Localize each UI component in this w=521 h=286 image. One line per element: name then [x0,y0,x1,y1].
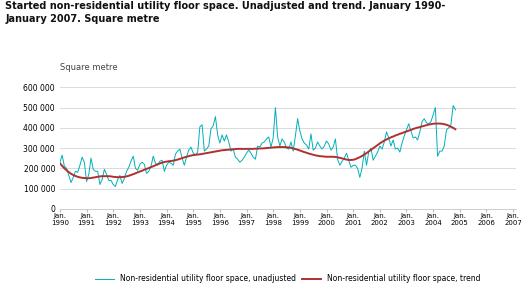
Non-residential utility floor space, unadjusted [57,160,63,164]
Non-residential utility floor space, trend [130,172,137,176]
Non-residential utility floor space, trend [172,158,179,162]
Legend: Non-residential utility floor space, unadjusted, Non-residential utility floor s: Non-residential utility floor space, una… [92,271,484,286]
Non-residential utility floor space, trend [452,128,458,131]
Non-residential utility floor space, unadjusted [130,154,137,158]
Non-residential utility floor space, trend [354,156,361,160]
Non-residential utility floor space, unadjusted [172,152,179,156]
Non-residential utility floor space, trend [97,175,103,178]
Non-residential utility floor space, unadjusted [90,168,96,171]
Text: Square metre: Square metre [60,63,118,72]
Non-residential utility floor space, trend [83,176,90,180]
Non-residential utility floor space, unadjusted [113,185,119,188]
Non-residential utility floor space, trend [57,162,63,165]
Non-residential utility floor space, unadjusted [354,166,361,170]
Non-residential utility floor space, unadjusted [452,108,458,111]
Non-residential utility floor space, unadjusted [232,156,239,159]
Line: Non-residential utility floor space, trend: Non-residential utility floor space, tre… [60,124,455,178]
Non-residential utility floor space, trend [92,176,98,179]
Line: Non-residential utility floor space, unadjusted: Non-residential utility floor space, una… [60,106,455,186]
Non-residential utility floor space, unadjusted [450,104,456,107]
Text: Started non-residential utility floor space. Unadjusted and trend. January 1990-: Started non-residential utility floor sp… [5,1,445,24]
Non-residential utility floor space, trend [432,122,439,125]
Non-residential utility floor space, trend [232,147,239,151]
Non-residential utility floor space, unadjusted [94,170,101,173]
